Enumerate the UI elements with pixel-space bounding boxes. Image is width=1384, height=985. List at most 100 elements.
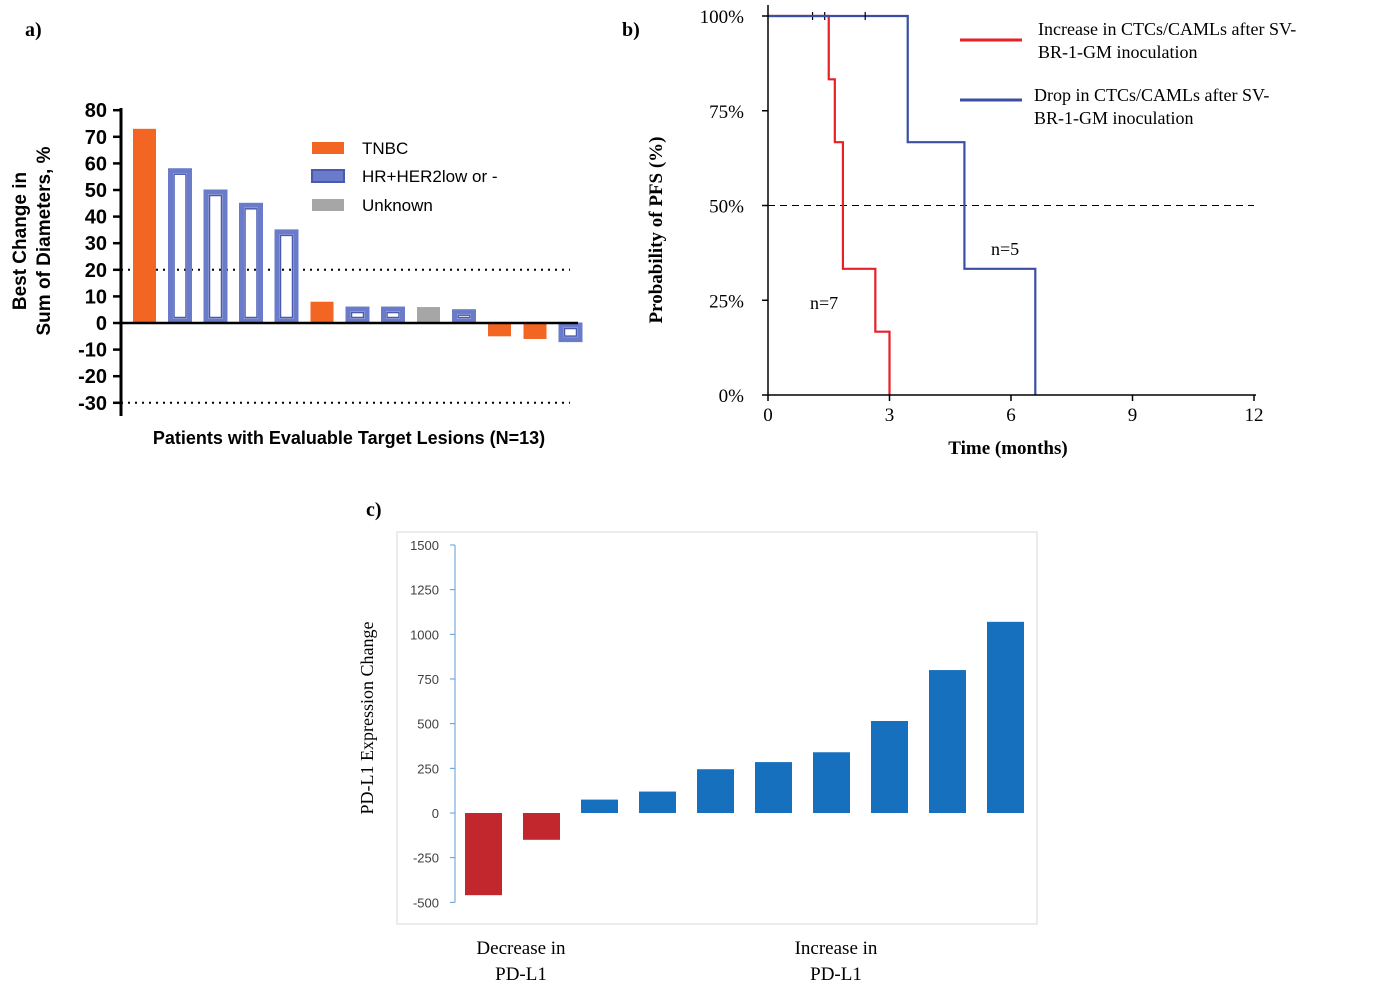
- c-y-tick-label: 1250: [410, 583, 439, 598]
- c-y-axis-label: PD-L1 Expression Change: [357, 622, 377, 815]
- panel-c-pdl1-bar-chart: 1500 1250 1000 750 500 250 0 -250 -500 PD-L1 Exp…: [357, 531, 1038, 985]
- b-y-tick-labels: 0% 25% 50% 75% 100%: [700, 7, 745, 407]
- c-y-tick-label: 250: [417, 761, 439, 776]
- a-bar-inner: [244, 208, 258, 319]
- c-y-tick-label: 1000: [410, 627, 439, 642]
- b-n-label-drop: n=5: [991, 239, 1019, 259]
- panel-a-label: a): [25, 19, 42, 41]
- c-bar: [929, 670, 966, 813]
- a-y-tick-label: 80: [85, 100, 107, 122]
- legend-label-increase-line1: Increase in CTCs/CAMLs after SV-: [1038, 19, 1296, 39]
- c-y-tick-label: -250: [413, 851, 439, 866]
- a-threshold-lines: [121, 268, 570, 404]
- panel-b-label: b): [622, 19, 640, 41]
- b-x-axis-label: Time (months): [948, 438, 1067, 459]
- b-y-tick-label: 25%: [709, 291, 744, 312]
- a-bar: [203, 189, 228, 324]
- a-y-tick-label: 40: [85, 207, 107, 229]
- a-bar-inner: [563, 327, 578, 337]
- a-axes: [113, 108, 578, 416]
- a-bar: [381, 306, 405, 324]
- c-bar: [755, 762, 792, 813]
- c-bar: [813, 752, 850, 813]
- a-bar-inner: [208, 194, 223, 319]
- b-x-tick-label: 12: [1245, 405, 1264, 426]
- c-group-label-increase-line2: PD-L1: [810, 964, 862, 985]
- b-x-tick-label: 9: [1128, 405, 1138, 426]
- b-axes: [762, 5, 1256, 401]
- a-bar-inner: [279, 234, 294, 319]
- a-bar: [452, 309, 476, 324]
- a-bar-inner: [457, 314, 471, 319]
- c-plot-frame: [396, 531, 1038, 925]
- b-curve-1: [768, 14, 1037, 395]
- a-bar: [239, 202, 263, 324]
- c-bar: [523, 813, 560, 840]
- b-x-tick-labels: 0 3 6 9 12: [763, 405, 1263, 426]
- legend-label-tnbc: TNBC: [362, 139, 408, 158]
- b-x-tick-label: 3: [885, 405, 895, 426]
- a-legend: TNBC HR+HER2low or - Unknown: [311, 139, 498, 215]
- a-bar: [310, 301, 334, 323]
- a-bar: [133, 128, 156, 323]
- a-bar: [274, 229, 299, 324]
- b-y-tick-label: 50%: [709, 197, 744, 218]
- a-bar-inner: [173, 173, 187, 319]
- c-bar: [581, 799, 618, 813]
- a-y-tick-label: -10: [78, 340, 107, 362]
- a-y-tick-label: 10: [85, 286, 107, 308]
- c-group-label-increase-line1: Increase in: [795, 938, 878, 959]
- a-bar: [488, 323, 511, 337]
- a-y-tick-label: 20: [85, 260, 107, 282]
- legend-swatch-hr-her2: [311, 169, 345, 183]
- c-bar: [465, 813, 502, 896]
- a-bar: [345, 306, 370, 324]
- a-y-tick-label: 30: [85, 233, 107, 255]
- legend-label-drop-line2: BR-1-GM inoculation: [1034, 108, 1194, 128]
- a-y-tick-label: 0: [96, 313, 107, 335]
- b-legend: Increase in CTCs/CAMLs after SV- BR-1-GM…: [960, 19, 1296, 128]
- c-y-tick-label: 750: [417, 672, 439, 687]
- legend-label-unknown: Unknown: [362, 196, 433, 215]
- c-bar: [697, 769, 734, 813]
- c-y-tick-label: 1500: [410, 538, 439, 553]
- a-y-tick-label: 50: [85, 180, 107, 202]
- panel-a-waterfall-chart: 80 70 60 50 40 30 20 10 0 -10 -20 -30 Best Change i…: [10, 100, 583, 448]
- c-y-tick-labels: 1500 1250 1000 750 500 250 0 -250 -500: [410, 538, 439, 910]
- b-y-axis-label: Probability of PFS (%): [646, 136, 667, 323]
- b-x-tick-label: 6: [1006, 405, 1016, 426]
- a-y-tick-label: -30: [78, 393, 107, 415]
- c-y-tick-label: -500: [413, 895, 439, 910]
- c-bar: [871, 720, 908, 813]
- a-bars: [133, 128, 583, 343]
- a-y-axis-label-line1: Best Change in: [10, 172, 31, 310]
- a-bar-inner: [350, 311, 365, 319]
- c-bars: [465, 621, 1024, 896]
- c-bar: [987, 621, 1024, 813]
- a-bar: [523, 323, 547, 339]
- c-group-label-decrease-line2: PD-L1: [495, 964, 547, 985]
- b-y-tick-label: 75%: [709, 102, 744, 123]
- b-n-label-increase: n=7: [810, 293, 838, 313]
- legend-label-drop-line1: Drop in CTCs/CAMLs after SV-: [1034, 85, 1269, 105]
- legend-label-increase-line2: BR-1-GM inoculation: [1038, 42, 1198, 62]
- b-survival-curves: [768, 12, 1037, 395]
- b-y-tick-label: 0%: [719, 386, 745, 407]
- a-y-tick-label: 70: [85, 127, 107, 149]
- b-y-tick-label: 100%: [700, 7, 745, 28]
- c-y-tick-label: 500: [417, 717, 439, 732]
- panel-c-label: c): [366, 499, 382, 521]
- a-y-tick-label: -20: [78, 366, 107, 388]
- a-y-tick-labels: 80 70 60 50 40 30 20 10 0 -10 -20 -30: [78, 100, 107, 415]
- a-x-axis-label: Patients with Evaluable Target Lesions (…: [153, 428, 545, 448]
- a-bar: [558, 322, 583, 343]
- a-bar: [417, 307, 440, 323]
- c-bar: [639, 791, 676, 813]
- a-y-tick-label: 60: [85, 153, 107, 175]
- c-y-tick-label: 0: [432, 806, 439, 821]
- legend-label-hr-her2: HR+HER2low or -: [362, 167, 498, 186]
- b-curve-0: [768, 14, 891, 395]
- a-bar: [168, 168, 192, 324]
- panel-b-kaplan-meier-chart: 0 3 6 9 12 0% 25% 50% 75% 100% Probability of PF…: [646, 5, 1296, 459]
